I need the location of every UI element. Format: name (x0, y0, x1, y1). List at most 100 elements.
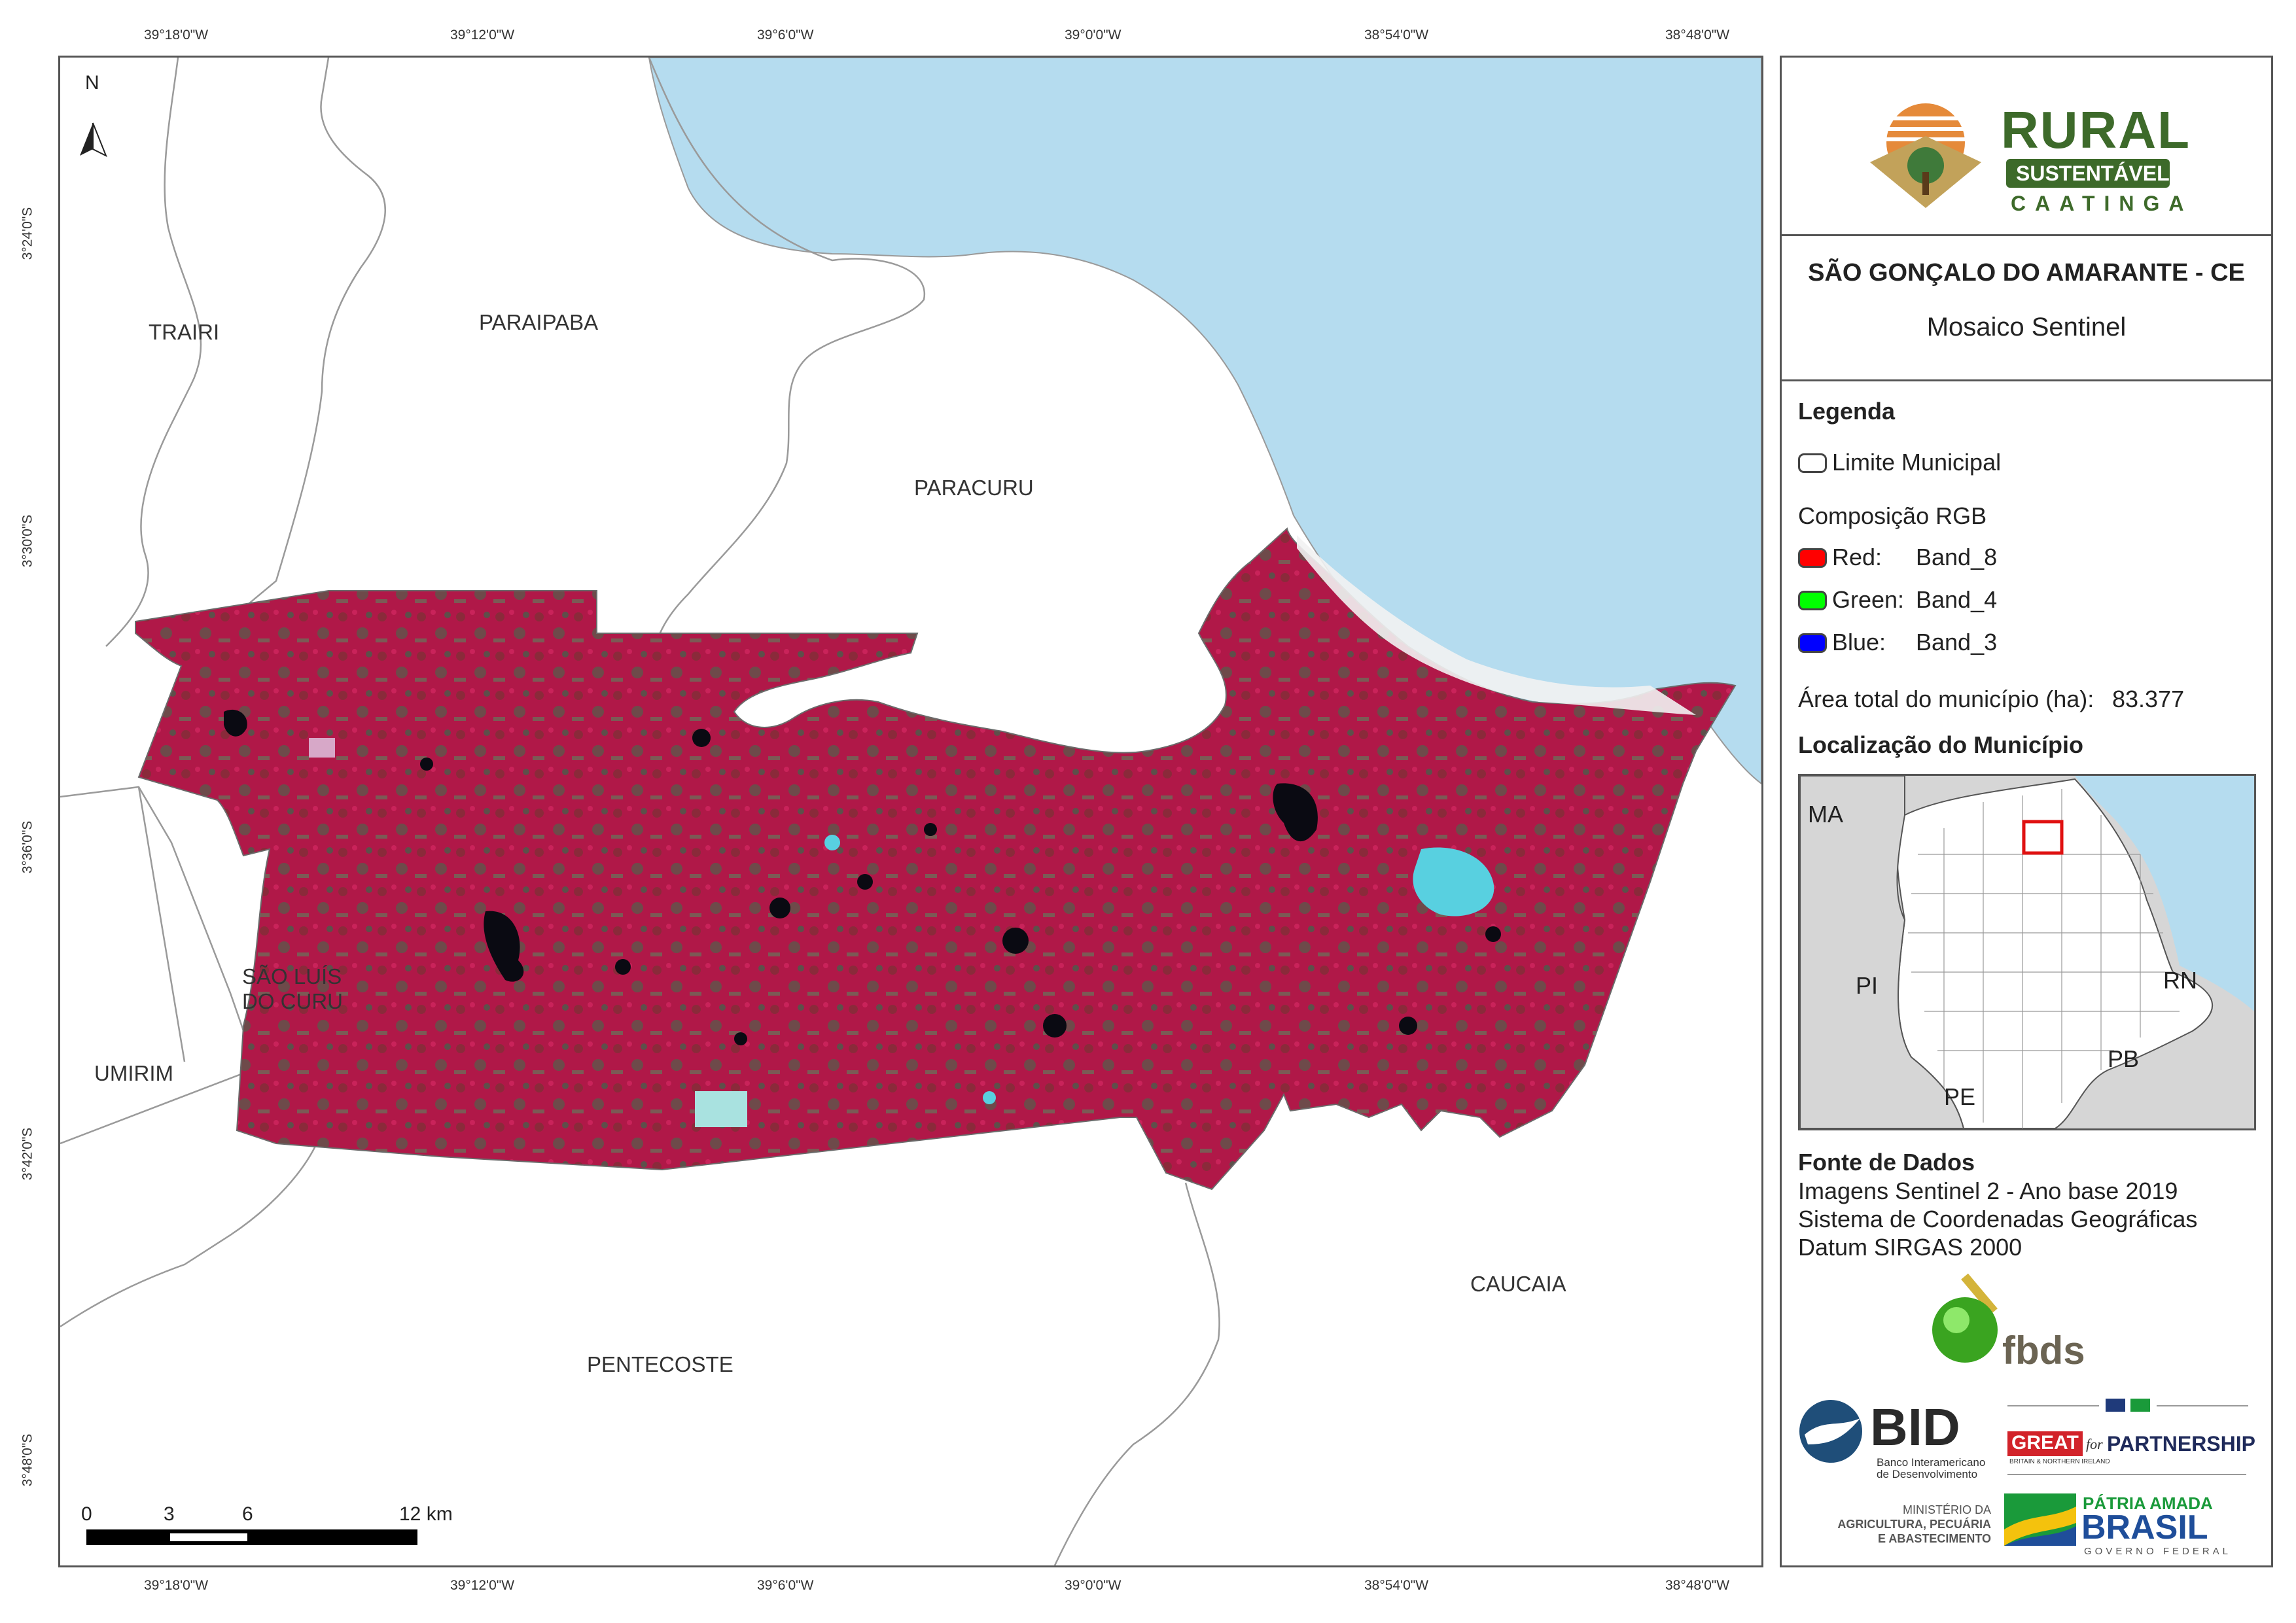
brazil-flag-icon (2130, 1399, 2150, 1412)
label-umirim: UMIRIM (94, 1061, 173, 1085)
blue-swatch (1798, 633, 1827, 653)
map-title: SÃO GONÇALO DO AMARANTE - CE (1808, 259, 2245, 287)
legend-green-label: Green: (1832, 586, 1905, 613)
legend-blue-label: Blue: (1832, 629, 1886, 655)
label-sao-luis-line1: SÃO LUÍS (242, 964, 342, 988)
map-frame[interactable]: TRAIRI PARAIPABA PARACURU SÃO LUÍS DO CU… (58, 56, 1763, 1567)
legend-blue-band: Band_3 (1916, 629, 1998, 655)
legend-rgb-heading: Composição RGB (1798, 502, 1987, 529)
red-swatch (1798, 548, 1827, 568)
coord-top-6: 38°48'0"W (1665, 27, 1730, 43)
panel-divider-2 (1782, 379, 2271, 381)
governo-federal-text: GOVERNO FEDERAL (2084, 1546, 2232, 1557)
inset-label-pb: PB (2108, 1045, 2140, 1072)
brasil-text: BRASIL (2081, 1509, 2208, 1546)
scale-bar (86, 1529, 417, 1545)
map-subtitle: Mosaico Sentinel (1926, 313, 2127, 341)
municipality-sao-goncalo (135, 527, 1737, 1191)
scale-label-6: 6 (242, 1503, 253, 1525)
logo-sustentavel: SUSTENTÁVEL (2016, 162, 2170, 185)
north-arrow (80, 122, 107, 158)
coord-left-5: 3°48'0"S (20, 1433, 35, 1487)
fbds-globe-icon (1932, 1273, 1998, 1363)
map-canvas[interactable] (60, 58, 1761, 1565)
coord-left-3: 3°36'0"S (20, 820, 35, 874)
cyan-features (309, 738, 1494, 1127)
bid-logo: BID Banco Interamericano de Desenvolvime… (1798, 1398, 1994, 1480)
rural-sustentavel-logo: RURAL SUSTENTÁVEL CAATINGA (1863, 97, 2189, 221)
source-heading: Fonte de Dados (1798, 1149, 1975, 1176)
fbds-text: fbds (2002, 1329, 2085, 1372)
label-paracuru: PARACURU (914, 476, 1034, 500)
inset-heading: Localização do Município (1798, 731, 2084, 758)
label-sao-luis-line2: DO CURU (242, 989, 343, 1013)
source-line-3: Datum SIRGAS 2000 (1798, 1234, 2022, 1261)
coord-bottom-2: 39°12'0"W (450, 1578, 515, 1593)
label-trairi: TRAIRI (149, 320, 220, 344)
label-pentecoste: PENTECOSTE (587, 1352, 733, 1376)
scale-label-0: 0 (81, 1503, 92, 1525)
coord-top-2: 39°12'0"W (450, 27, 515, 43)
brasil-flag-emblem-icon (2004, 1493, 2076, 1546)
logo-rural: RURAL (2001, 101, 2191, 159)
great-badge (2007, 1431, 2083, 1456)
inset-label-pi: PI (1856, 972, 1879, 999)
coord-top-4: 39°0'0"W (1065, 27, 1122, 43)
great-text: GREAT (2011, 1432, 2079, 1454)
patria-amada-text: PÁTRIA AMADA (2083, 1493, 2213, 1513)
coastal-dunes (1297, 535, 1696, 715)
label-caucaia: CAUCAIA (1470, 1272, 1566, 1296)
brasil-gov-logo: PÁTRIA AMADA BRASIL GOVERNO FEDERAL (2004, 1493, 2228, 1559)
coord-bottom-5: 38°54'0"W (1364, 1578, 1429, 1593)
ministerio-line-2: AGRICULTURA, PECUÁRIA (1837, 1518, 1991, 1531)
logo-sustentavel-band (2006, 159, 2170, 188)
green-swatch (1798, 591, 1827, 610)
legend-red-band: Band_8 (1916, 544, 1998, 570)
limit-swatch (1798, 453, 1827, 473)
water-bodies (224, 709, 1501, 1045)
ministerio-logo: MINISTÉRIO DA AGRICULTURA, PECUÁRIA E AB… (1821, 1503, 1991, 1562)
north-text: N (85, 72, 99, 94)
great-partnership-text: PARTNERSHIP (2107, 1432, 2255, 1456)
great-subtitle: BRITAIN & NORTHERN IRELAND (2009, 1458, 2110, 1465)
legend-heading: Legenda (1798, 398, 1896, 425)
caatinga-emblem-icon (1870, 103, 1981, 208)
coord-bottom-3: 39°6'0"W (757, 1578, 814, 1593)
bid-subtitle-2: de Desenvolvimento (1877, 1468, 1978, 1480)
inset-label-rn: RN (2163, 967, 2197, 994)
coord-top-1: 39°18'0"W (144, 27, 209, 43)
coord-top-5: 38°54'0"W (1364, 27, 1429, 43)
municipal-boundaries (60, 58, 1220, 1565)
label-paraipaba: PARAIPABA (479, 310, 599, 334)
legend-red-label: Red: (1832, 544, 1882, 570)
ministerio-line-1: MINISTÉRIO DA (1902, 1503, 1991, 1516)
coord-bottom-6: 38°48'0"W (1665, 1578, 1730, 1593)
panel-divider-1 (1782, 234, 2271, 236)
inset-label-ma: MA (1808, 801, 1843, 828)
coord-left-2: 3°30'0"S (20, 514, 35, 568)
source-line-2: Sistema de Coordenadas Geográficas (1798, 1206, 2198, 1232)
inset-label-pe: PE (1944, 1083, 1976, 1110)
bid-emblem-icon (1799, 1400, 1862, 1463)
fbds-logo: fbds (1929, 1268, 2099, 1372)
bid-text: BID (1870, 1398, 1960, 1456)
great-for-text: for (2086, 1436, 2103, 1452)
scale-label-3: 3 (164, 1503, 175, 1525)
ministerio-line-3: E ABASTECIMENTO (1877, 1532, 1991, 1545)
coord-top-3: 39°6'0"W (757, 27, 814, 43)
inset-map: MA PI RN PB PE (1798, 774, 2256, 1130)
coord-bottom-4: 39°0'0"W (1065, 1578, 1122, 1593)
uk-flag-icon (2106, 1399, 2125, 1412)
coord-left-1: 3°24'0"S (20, 207, 35, 260)
legend-area-text: Área total do município (ha): (1798, 686, 2094, 712)
legend-green-band: Band_4 (1916, 586, 1998, 613)
coord-bottom-1: 39°18'0"W (144, 1578, 209, 1593)
flag-line (2007, 1405, 2099, 1406)
scale-label-12: 12 km (399, 1503, 453, 1525)
partner-divider (2007, 1474, 2246, 1475)
legend-area-value: 83.377 (2112, 686, 2185, 712)
logo-caatinga: CAATINGA (2011, 192, 2193, 215)
legend-panel: RURAL SUSTENTÁVEL CAATINGA SÃO GONÇALO D… (1780, 56, 2273, 1567)
source-line-1: Imagens Sentinel 2 - Ano base 2019 (1798, 1178, 2178, 1204)
great-partnership-logo: GREAT for PARTNERSHIP BRITAIN & NORTHERN… (2007, 1395, 2269, 1475)
